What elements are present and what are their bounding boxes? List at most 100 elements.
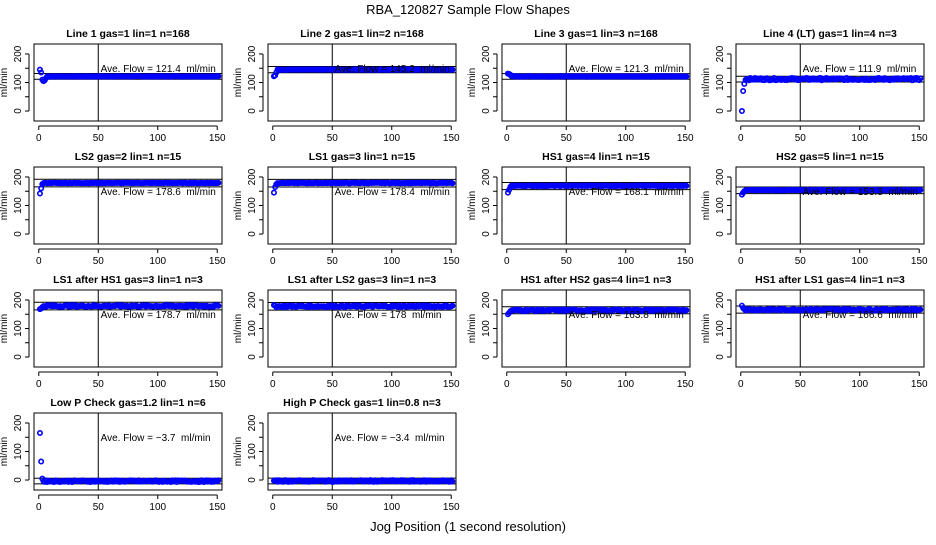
panel-title: Line 4 (LT) gas=1 lin=4 n=3 xyxy=(763,28,897,40)
x-tick-label: 100 xyxy=(851,133,868,144)
panel-title: LS1 gas=3 lin=1 n=15 xyxy=(309,151,416,163)
y-tick-label: 100 xyxy=(13,74,24,91)
annotation-prefix: Ave. Flow = xyxy=(335,64,390,75)
panel-title: Low P Check gas=1.2 lin=1 n=6 xyxy=(50,397,205,409)
x-tick-label: 100 xyxy=(149,133,166,144)
data-point xyxy=(215,73,222,80)
annotation-prefix: Ave. Flow = xyxy=(101,310,156,321)
annotation-suffix: ml/min xyxy=(649,310,684,321)
annotation-value: 153.3 xyxy=(858,187,883,198)
plot-frame xyxy=(501,43,691,122)
annotation-suffix: ml/min xyxy=(649,187,684,198)
annotation-suffix: ml/min xyxy=(406,310,441,321)
annotation-suffix: ml/min xyxy=(883,187,918,198)
panel-title: LS2 gas=2 lin=1 n=15 xyxy=(75,151,182,163)
x-tick-label: 100 xyxy=(383,256,400,267)
y-axis-label: ml/min xyxy=(701,314,712,343)
x-tick-label: 150 xyxy=(911,133,928,144)
y-tick-label: 0 xyxy=(481,354,492,360)
y-tick-label: 200 xyxy=(481,291,492,308)
annotation-value: 178 xyxy=(390,310,407,321)
panel-title: HS1 after LS1 gas=4 lin=1 n=3 xyxy=(755,274,905,286)
y-tick-label: 100 xyxy=(247,320,258,337)
x-tick-label: 0 xyxy=(36,379,42,390)
y-axis-label: ml/min xyxy=(0,68,10,97)
y-axis-label: ml/min xyxy=(701,191,712,220)
y-axis-label: ml/min xyxy=(467,314,478,343)
x-tick-label: 50 xyxy=(561,133,573,144)
data-point xyxy=(449,302,456,309)
data-point xyxy=(215,302,222,309)
x-tick-label: 150 xyxy=(209,256,226,267)
x-tick-label: 50 xyxy=(93,133,105,144)
data-point xyxy=(272,72,279,79)
x-axis-label: Jog Position (1 second resolution) xyxy=(370,519,566,534)
panel-title: High P Check gas=1 lin=0.8 n=3 xyxy=(283,397,441,409)
x-tick-label: 100 xyxy=(617,379,634,390)
annotation-value: 145.2 xyxy=(390,64,415,75)
panel: HS1 after LS1 gas=4 lin=1 n=30100200ml/m… xyxy=(701,274,928,390)
y-tick-label: 200 xyxy=(247,168,258,185)
panel: Low P Check gas=1.2 lin=1 n=60100200ml/m… xyxy=(0,397,226,513)
figure-title: RBA_120827 Sample Flow Shapes xyxy=(366,2,570,17)
data-point xyxy=(36,429,43,436)
x-tick-label: 100 xyxy=(149,502,166,513)
panel-title: Line 3 gas=1 lin=3 n=168 xyxy=(534,28,658,40)
panel: LS1 after HS1 gas=3 lin=1 n=30100200ml/m… xyxy=(0,274,226,390)
x-tick-label: 0 xyxy=(738,133,744,144)
y-tick-label: 100 xyxy=(481,197,492,214)
x-tick-label: 100 xyxy=(383,502,400,513)
y-tick-label: 100 xyxy=(13,197,24,214)
annotation-value: 111.9 xyxy=(858,64,882,75)
x-tick-label: 100 xyxy=(383,133,400,144)
annotation-prefix: Ave. Flow = xyxy=(803,310,858,321)
annotation-value: −3.4 xyxy=(390,433,410,444)
annotation-suffix: ml/min xyxy=(415,64,450,75)
y-tick-label: 0 xyxy=(13,231,24,237)
y-tick-label: 200 xyxy=(715,45,726,62)
y-tick-label: 0 xyxy=(247,477,258,483)
annotation-suffix: ml/min xyxy=(181,187,216,198)
data-point xyxy=(36,66,43,73)
average-flow-annotation: Ave. Flow = 166.6 ml/min xyxy=(803,310,918,321)
panel: HS1 after HS2 gas=4 lin=1 n=30100200ml/m… xyxy=(467,274,694,390)
annotation-prefix: Ave. Flow = xyxy=(101,64,156,75)
y-tick-label: 0 xyxy=(715,231,726,237)
y-axis-label: ml/min xyxy=(233,314,244,343)
y-tick-label: 200 xyxy=(247,414,258,431)
x-tick-label: 50 xyxy=(561,256,573,267)
y-tick-label: 100 xyxy=(481,320,492,337)
y-tick-label: 200 xyxy=(13,168,24,185)
x-tick-label: 150 xyxy=(911,379,928,390)
annotation-value: 178.4 xyxy=(390,187,415,198)
data-point xyxy=(270,189,277,196)
y-tick-label: 200 xyxy=(715,291,726,308)
y-tick-label: 100 xyxy=(247,197,258,214)
annotation-prefix: Ave. Flow = xyxy=(335,433,390,444)
annotation-value: 166.6 xyxy=(858,310,883,321)
x-tick-label: 150 xyxy=(677,256,694,267)
data-point xyxy=(38,69,45,76)
y-tick-label: 0 xyxy=(715,108,726,114)
annotation-suffix: ml/min xyxy=(881,64,916,75)
data-point xyxy=(215,179,222,186)
panel-title: Line 2 gas=1 lin=2 n=168 xyxy=(300,28,424,40)
y-axis-label: ml/min xyxy=(0,191,10,220)
y-axis-label: ml/min xyxy=(233,191,244,220)
panel-title: HS2 gas=5 lin=1 n=15 xyxy=(776,151,884,163)
average-flow-annotation: Ave. Flow = −3.4 ml/min xyxy=(335,433,445,444)
annotation-prefix: Ave. Flow = xyxy=(101,187,156,198)
annotation-suffix: ml/min xyxy=(181,64,216,75)
panel-title: Line 1 gas=1 lin=1 n=168 xyxy=(66,28,190,40)
x-tick-label: 50 xyxy=(795,133,807,144)
y-tick-label: 200 xyxy=(13,414,24,431)
y-tick-label: 0 xyxy=(715,354,726,360)
y-tick-label: 200 xyxy=(715,168,726,185)
plot-frame xyxy=(735,289,925,368)
x-tick-label: 50 xyxy=(327,379,339,390)
annotation-prefix: Ave. Flow = xyxy=(803,64,858,75)
data-point xyxy=(36,190,43,197)
annotation-suffix: ml/min xyxy=(176,433,211,444)
